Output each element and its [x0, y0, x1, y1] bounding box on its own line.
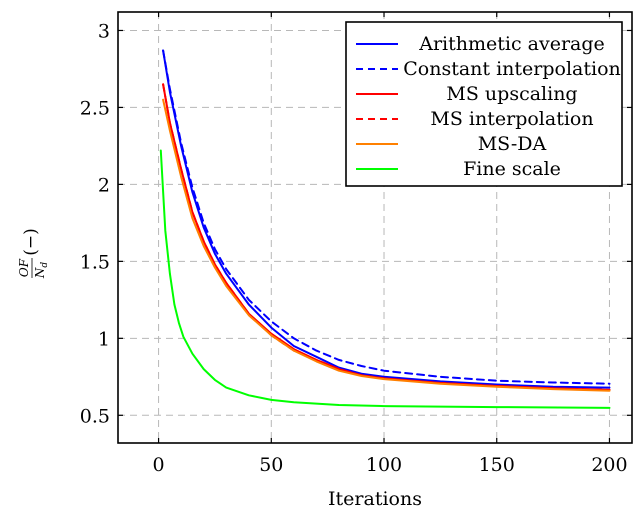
x-tick-label: 100 [366, 454, 402, 476]
x-tick-label: 150 [479, 454, 515, 476]
y-tick-label: 3 [98, 20, 110, 42]
series-line-fine-scale [159, 149, 611, 409]
y-tick-label: 2.5 [80, 97, 110, 119]
series-lines [159, 49, 611, 409]
legend-item: Fine scale [356, 158, 561, 180]
legend-label: Fine scale [463, 158, 561, 180]
x-tick-label: 200 [591, 454, 627, 476]
legend-box [345, 21, 623, 187]
legend-label: MS upscaling [446, 83, 577, 105]
legend-item: MS upscaling [356, 83, 578, 105]
y-tick-label: 2 [98, 174, 110, 196]
legend-item: MS interpolation [356, 108, 594, 130]
axis-tick-labels: 0 50 100 150 200 0.5 1 1.5 2 2.5 3 [80, 20, 628, 476]
legend-label: Arithmetic average [418, 33, 605, 55]
y-axis-label-denominator: Nd [33, 262, 50, 280]
legend-label: MS-DA [478, 133, 547, 155]
y-tick-label: 1 [98, 328, 110, 350]
y-tick-label: 1.5 [80, 251, 110, 273]
plot-area-frame [117, 11, 633, 444]
legend-item: Constant interpolation [356, 58, 621, 80]
axis-ticks [118, 12, 632, 443]
legend-label: MS interpolation [430, 108, 593, 130]
y-axis-label-numerator: OF [17, 258, 31, 277]
legend-label: Constant interpolation [403, 58, 621, 80]
series-line-constant-interpolation [162, 49, 611, 385]
x-tick-label: 50 [259, 454, 283, 476]
x-tick-label: 0 [153, 454, 165, 476]
y-axis-label: OF Nd (−) [17, 228, 50, 279]
y-tick-label: 0.5 [80, 405, 110, 427]
series-line-ms-da [162, 98, 611, 392]
legend-item: MS-DA [356, 133, 547, 155]
legend: Arithmetic average Constant interpolation… [345, 21, 623, 187]
x-axis-label: Iterations [328, 488, 422, 510]
legend-item: Arithmetic average [356, 33, 605, 55]
y-axis-label-unit: (−) [21, 228, 41, 256]
series-line-arithmetic-average [162, 49, 611, 389]
